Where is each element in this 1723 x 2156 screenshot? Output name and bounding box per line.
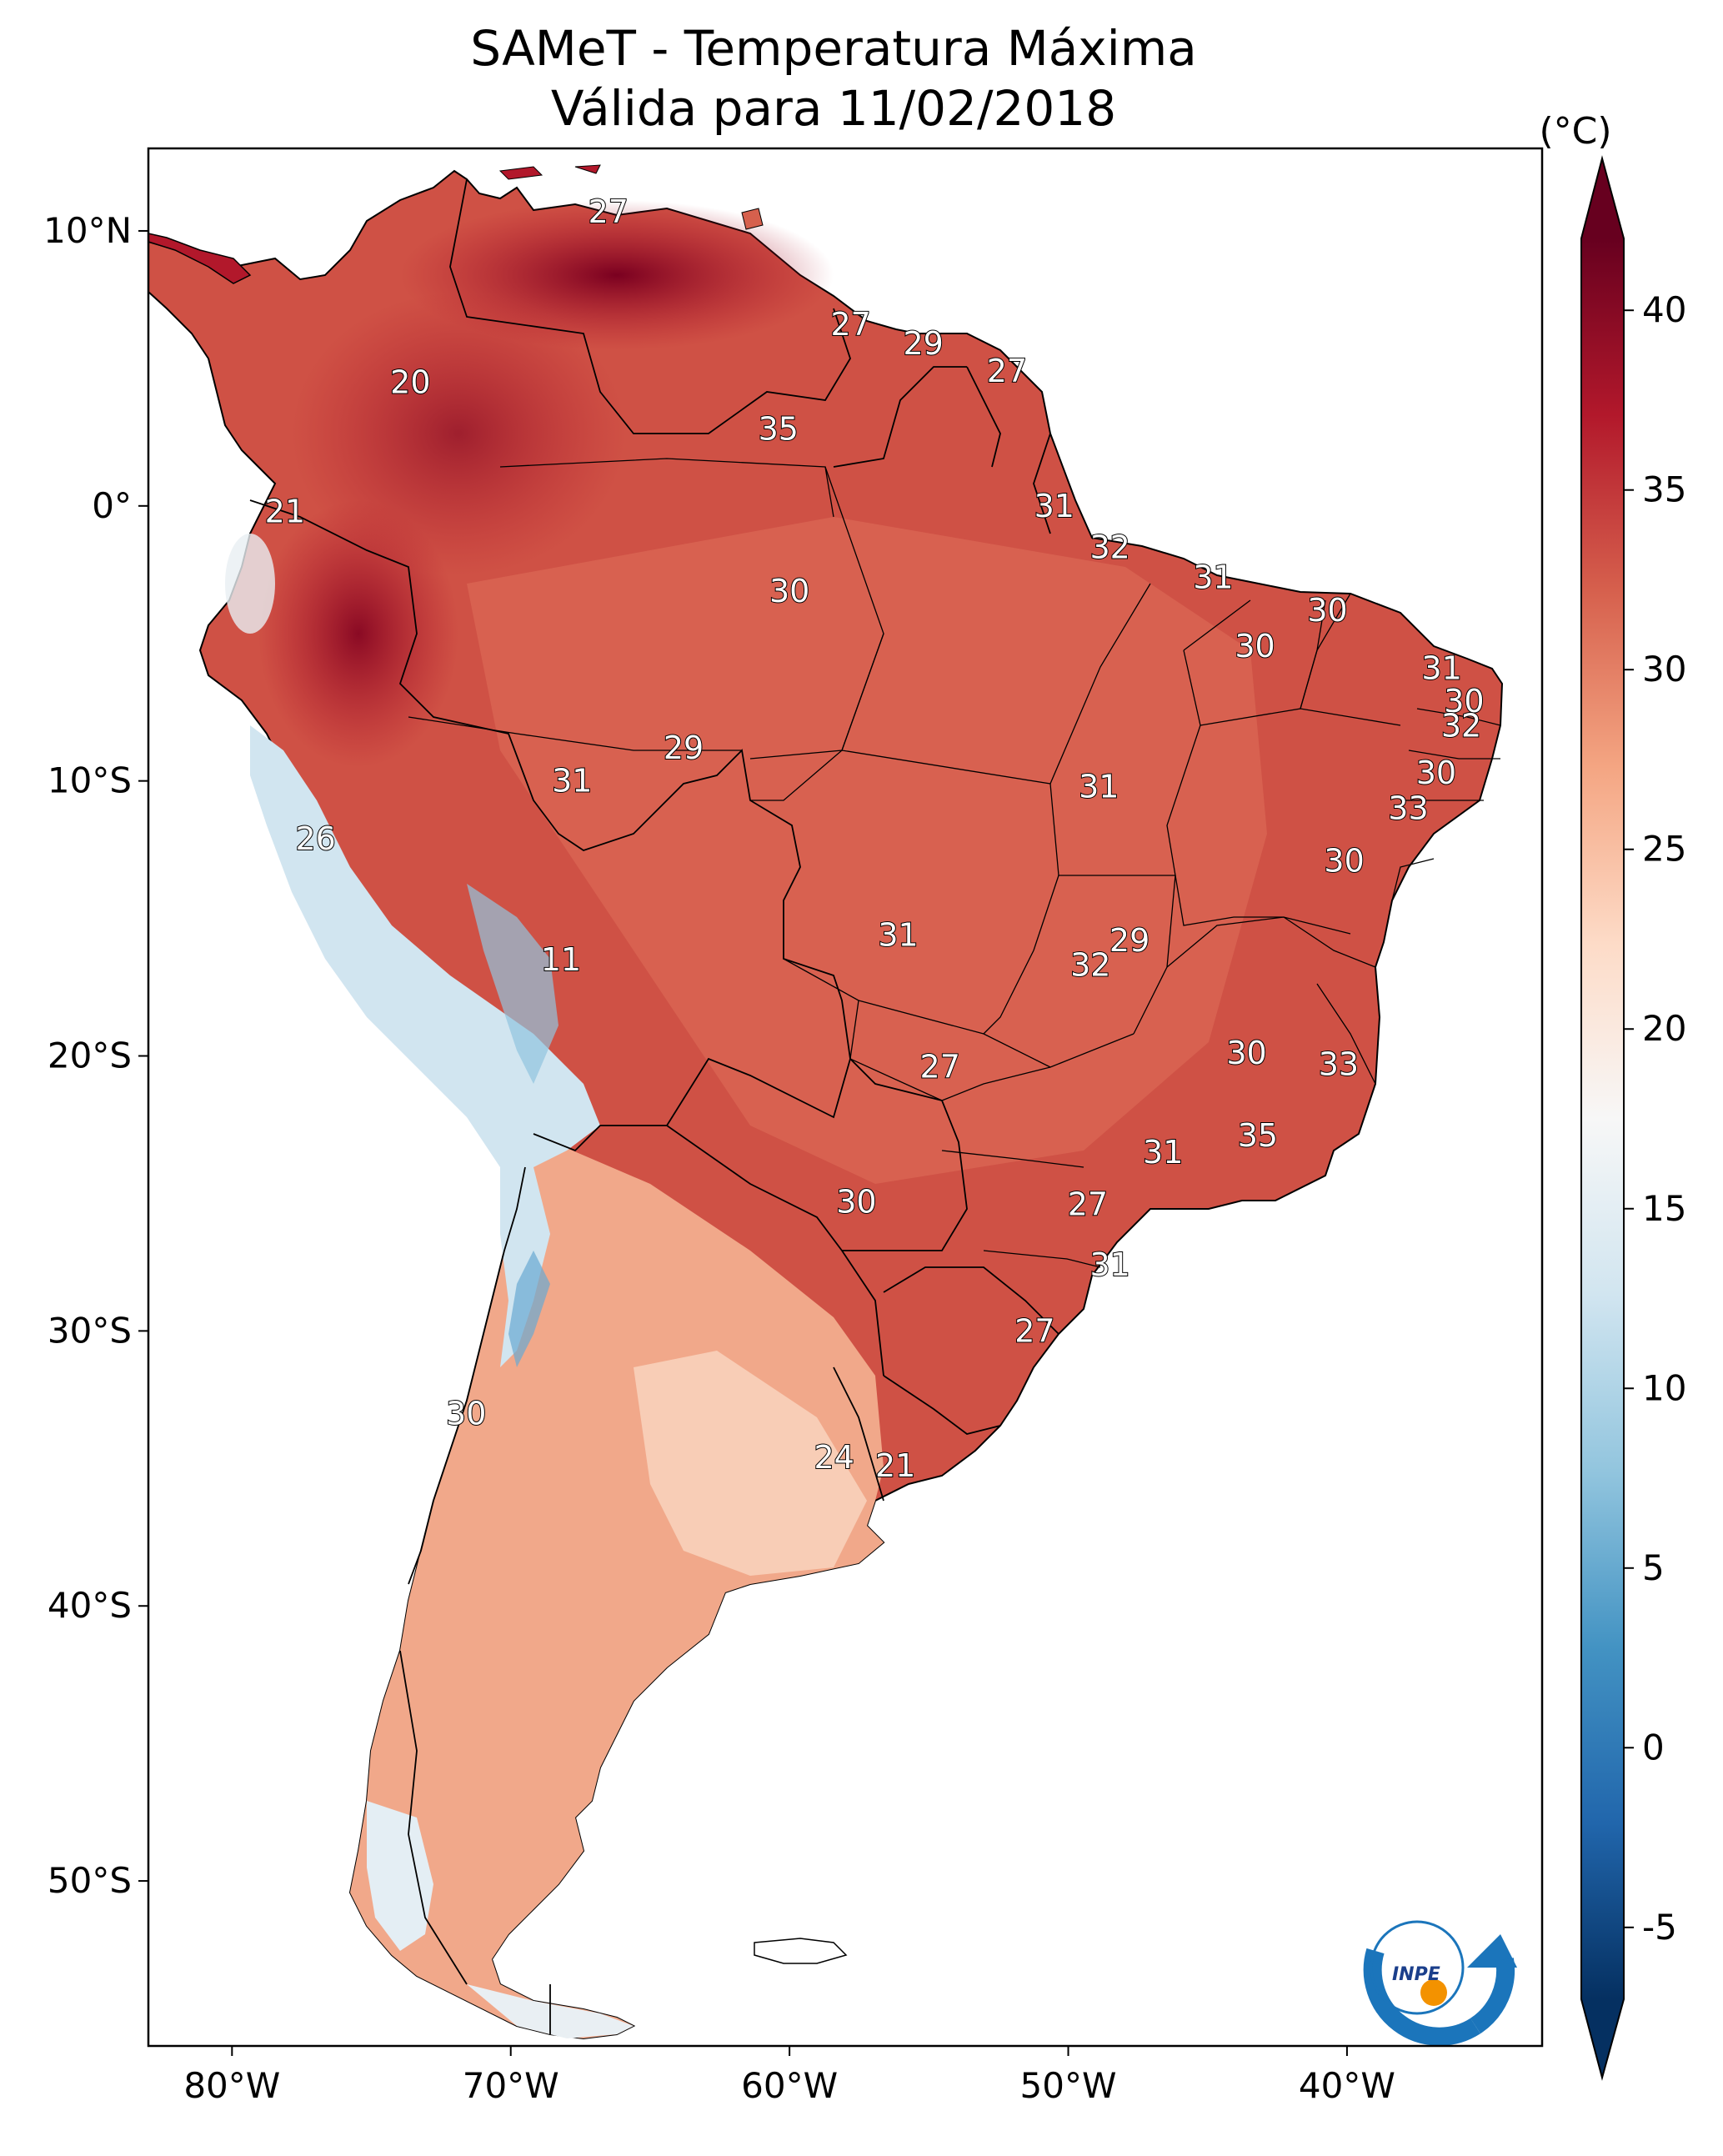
station-value-label: 30 bbox=[836, 1183, 876, 1220]
colorbar: (°C) 40 35 30 25 20 15 10 5 0 -5 bbox=[1539, 110, 1686, 2081]
colorbar-tick-label: 40 bbox=[1642, 289, 1686, 330]
colorbar-tick-label: 25 bbox=[1642, 829, 1686, 870]
station-value-label: 31 bbox=[1034, 488, 1074, 524]
station-value-label: 35 bbox=[759, 410, 799, 447]
x-tick-label: 60°W bbox=[741, 2065, 838, 2106]
station-value-label: 33 bbox=[1319, 1045, 1359, 1082]
station-value-label: 31 bbox=[552, 763, 592, 800]
inpe-logo-orbit bbox=[1370, 1920, 1465, 2015]
station-value-label: 27 bbox=[1014, 1312, 1054, 1349]
colorbar-tick-label: -5 bbox=[1642, 1907, 1677, 1948]
patagonia-cool bbox=[367, 1801, 433, 1951]
colorbar-body bbox=[1581, 238, 1624, 1999]
inpe-logo-sun bbox=[1420, 1979, 1447, 2006]
x-tick-label: 50°W bbox=[1020, 2065, 1117, 2106]
station-value-label: 30 bbox=[1444, 683, 1484, 720]
y-tick-label: 20°S bbox=[48, 1035, 132, 1076]
station-value-label: 26 bbox=[295, 820, 335, 857]
station-value-label: 27 bbox=[831, 306, 871, 343]
colorbar-unit: (°C) bbox=[1539, 110, 1611, 153]
y-tick-label: 30°S bbox=[48, 1310, 132, 1351]
state-borders bbox=[408, 458, 1501, 1268]
country-borders bbox=[249, 178, 1059, 2034]
station-value-label: 35 bbox=[1238, 1117, 1278, 1154]
ecuador-cool bbox=[225, 534, 275, 634]
y-tick-label: 40°S bbox=[48, 1585, 132, 1626]
station-value-label: 27 bbox=[1068, 1186, 1108, 1223]
station-value-label: 31 bbox=[1143, 1134, 1183, 1171]
station-value-label: 30 bbox=[1416, 755, 1456, 791]
map-title: SAMeT - Temperatura Máxima bbox=[470, 20, 1197, 77]
inpe-logo-text: INPE bbox=[1392, 1964, 1440, 1985]
station-value-label: 31 bbox=[1421, 649, 1461, 686]
station-value-label: 27 bbox=[589, 193, 629, 230]
colorbar-bottom-extension bbox=[1581, 1999, 1624, 2078]
station-value-label: 21 bbox=[875, 1447, 915, 1484]
y-tick-label: 50°S bbox=[48, 1860, 132, 1901]
station-value-label: 31 bbox=[1079, 768, 1119, 805]
station-value-label: 29 bbox=[1109, 922, 1150, 959]
station-value-label: 30 bbox=[1324, 842, 1364, 879]
hot-region-amazon bbox=[292, 292, 625, 575]
pampas-pale bbox=[634, 1351, 867, 1576]
station-value-label: 30 bbox=[769, 573, 809, 609]
southern-cone bbox=[350, 1134, 884, 2038]
colorbar-tick-label: 30 bbox=[1642, 649, 1686, 689]
station-value-label: 21 bbox=[265, 493, 305, 529]
colorbar-tick-label: 5 bbox=[1642, 1547, 1665, 1588]
y-tick-label: 0° bbox=[92, 485, 132, 526]
inpe-logo-arrow-shaft bbox=[1470, 1958, 1515, 2034]
x-tick-label: 70°W bbox=[463, 2065, 559, 2106]
central-america bbox=[148, 233, 252, 284]
x-tick-label: 40°W bbox=[1299, 2065, 1395, 2106]
station-value-label: 30 bbox=[446, 1395, 486, 1431]
colorbar-tick-label: 10 bbox=[1642, 1367, 1686, 1408]
station-value-label: 29 bbox=[664, 730, 704, 766]
station-value-label: 31 bbox=[878, 916, 918, 953]
station-value-label: 20 bbox=[390, 364, 430, 400]
station-value-label: 32 bbox=[1090, 529, 1130, 565]
station-value-label: 30 bbox=[1307, 592, 1347, 629]
station-value-label: 11 bbox=[541, 941, 581, 978]
colorbar-outline bbox=[1580, 155, 1625, 2081]
station-value-label: 27 bbox=[920, 1049, 960, 1086]
map-axes: 80°W 70°W 60°W 50°W 40°W 10°N 0° 10°S 20°S 30°S 40… bbox=[43, 210, 1395, 2106]
colorbar-top-extension bbox=[1581, 158, 1624, 238]
station-value-label: 30 bbox=[1235, 628, 1275, 664]
map-frame bbox=[147, 147, 1544, 2048]
station-value-label: 27 bbox=[987, 353, 1027, 389]
station-value-label: 30 bbox=[1226, 1035, 1266, 1071]
station-value-label: 31 bbox=[1090, 1246, 1130, 1283]
station-value-label: 24 bbox=[814, 1439, 854, 1476]
trinidad-island bbox=[741, 208, 764, 230]
station-value-label: 32 bbox=[1070, 947, 1110, 984]
colorbar-tick-label: 0 bbox=[1642, 1727, 1665, 1767]
caribbean-islands bbox=[498, 164, 601, 180]
central-region bbox=[467, 517, 1267, 1184]
y-tick-label: 10°N bbox=[43, 210, 132, 251]
colorbar-ticks: 40 35 30 25 20 15 10 5 0 -5 bbox=[1624, 289, 1686, 1948]
y-tick-label: 10°S bbox=[48, 760, 132, 801]
x-tick-label: 80°W bbox=[183, 2065, 280, 2106]
colorbar-tick-label: 20 bbox=[1642, 1008, 1686, 1049]
falkland-islands bbox=[754, 1938, 848, 1964]
map-subtitle: Válida para 11/02/2018 bbox=[551, 80, 1116, 137]
andes-south-blue bbox=[508, 1251, 550, 1367]
station-value-label: 31 bbox=[1193, 559, 1233, 596]
inpe-logo: INPE bbox=[1363, 1920, 1517, 2046]
andes-cool-strip bbox=[250, 725, 600, 1367]
altiplano-blue bbox=[467, 884, 558, 1084]
station-value-label: 32 bbox=[1441, 708, 1481, 745]
station-value-label: 29 bbox=[903, 325, 943, 362]
colorbar-tick-label: 35 bbox=[1642, 469, 1686, 510]
colorbar-tick-label: 15 bbox=[1642, 1188, 1686, 1229]
station-value-label: 33 bbox=[1388, 790, 1428, 827]
